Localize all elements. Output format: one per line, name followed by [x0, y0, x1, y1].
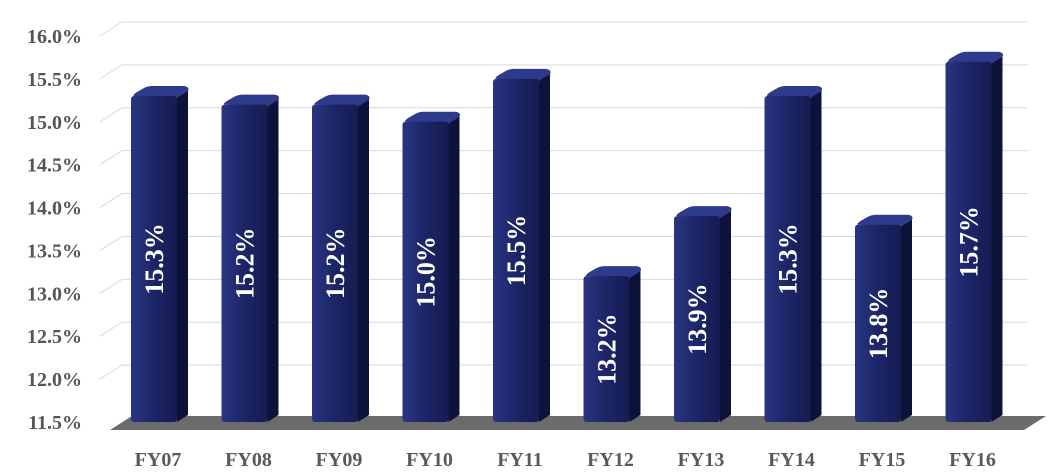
- bars: 15.3% 15.2% 15.2% 15.0% 15.5% 13.2% 13.9% 15.3%…: [131, 51, 1003, 423]
- x-tick-label: FY14: [768, 449, 815, 471]
- bar-top: [766, 86, 822, 99]
- x-tick-label: FY12: [587, 449, 634, 471]
- bar-front: [764, 96, 811, 423]
- bar-top: [585, 266, 641, 279]
- bar-front: [221, 104, 268, 422]
- data-label: 15.5%: [502, 215, 531, 287]
- data-label: 13.2%: [593, 313, 622, 385]
- bar-side: [720, 209, 731, 422]
- bar-top: [314, 94, 370, 107]
- y-tick-label: 14.0%: [27, 198, 82, 220]
- data-label: 15.7%: [955, 206, 984, 278]
- bar: 15.0%: [402, 111, 460, 423]
- gridline: [99, 64, 1028, 80]
- bar: 15.7%: [945, 51, 1003, 422]
- bar-front: [312, 104, 358, 422]
- bar-top: [133, 86, 189, 99]
- y-tick-label: 13.5%: [27, 240, 82, 262]
- bar-top: [947, 51, 1003, 64]
- x-axis: FY07 FY08 FY09 FY10 FY11 FY12 FY13 FY14 FY15 FY16: [135, 449, 996, 471]
- bar: 13.9%: [674, 206, 732, 422]
- bar-front: [131, 96, 177, 423]
- bar: 13.2%: [583, 266, 641, 422]
- x-tick-label: FY10: [406, 449, 453, 471]
- gridline: [99, 21, 1028, 37]
- y-tick-label: 16.0%: [27, 26, 82, 48]
- bar-side: [267, 97, 279, 422]
- bar-side: [629, 269, 641, 422]
- bar-top: [857, 214, 913, 227]
- bar-side: [901, 217, 912, 422]
- gridline: [99, 107, 1028, 123]
- bar-side: [810, 89, 822, 423]
- bar-side: [539, 71, 550, 422]
- bar-front: [583, 276, 630, 422]
- y-tick-label: 11.5%: [28, 412, 82, 434]
- y-tick-label: 15.0%: [27, 112, 82, 134]
- bar-top: [676, 206, 732, 219]
- bar: 15.5%: [493, 68, 551, 422]
- data-label: 15.0%: [412, 236, 441, 308]
- bar-side: [358, 97, 369, 422]
- y-tick-label: 12.0%: [27, 369, 82, 391]
- y-tick-label: 14.5%: [27, 155, 82, 177]
- data-label: 15.3%: [774, 223, 803, 295]
- x-tick-label: FY11: [497, 449, 543, 471]
- bar: 13.8%: [855, 214, 913, 422]
- y-tick-label: 15.5%: [27, 69, 82, 91]
- bar: 15.3%: [131, 86, 189, 423]
- bar-front: [402, 121, 449, 423]
- bar-front: [945, 61, 992, 422]
- data-label: 13.9%: [683, 283, 712, 355]
- gridline: [99, 150, 1028, 166]
- bar-top: [495, 68, 551, 81]
- x-tick-label: FY16: [949, 449, 996, 471]
- x-tick-label: FY13: [678, 449, 725, 471]
- bar-top: [404, 111, 460, 124]
- y-tick-label: 12.5%: [27, 326, 82, 348]
- gridline: [99, 193, 1028, 208]
- bar: 15.2%: [221, 94, 279, 422]
- bar-side: [177, 89, 188, 423]
- bar-side: [991, 54, 1003, 422]
- x-tick-label: FY09: [316, 449, 363, 471]
- x-tick-label: FY15: [859, 449, 906, 471]
- data-label: 15.2%: [321, 228, 350, 300]
- y-tick-label: 13.0%: [27, 283, 82, 305]
- bar-front: [674, 216, 720, 422]
- y-axis: 11.5% 12.0% 12.5% 13.0% 13.5% 14.0% 14.5% 15.0%…: [27, 26, 82, 434]
- bar-side: [448, 114, 460, 423]
- data-label: 15.2%: [231, 228, 260, 300]
- bar-front: [493, 78, 539, 422]
- data-label: 15.3%: [140, 223, 169, 295]
- bar: 15.3%: [764, 86, 822, 423]
- bar-front: [855, 224, 901, 422]
- bar-top: [223, 94, 279, 107]
- bar: 15.2%: [312, 94, 370, 422]
- data-label: 13.8%: [864, 288, 893, 360]
- x-tick-label: FY08: [225, 449, 272, 471]
- gridlines: [99, 21, 1028, 380]
- x-tick-label: FY07: [135, 449, 182, 471]
